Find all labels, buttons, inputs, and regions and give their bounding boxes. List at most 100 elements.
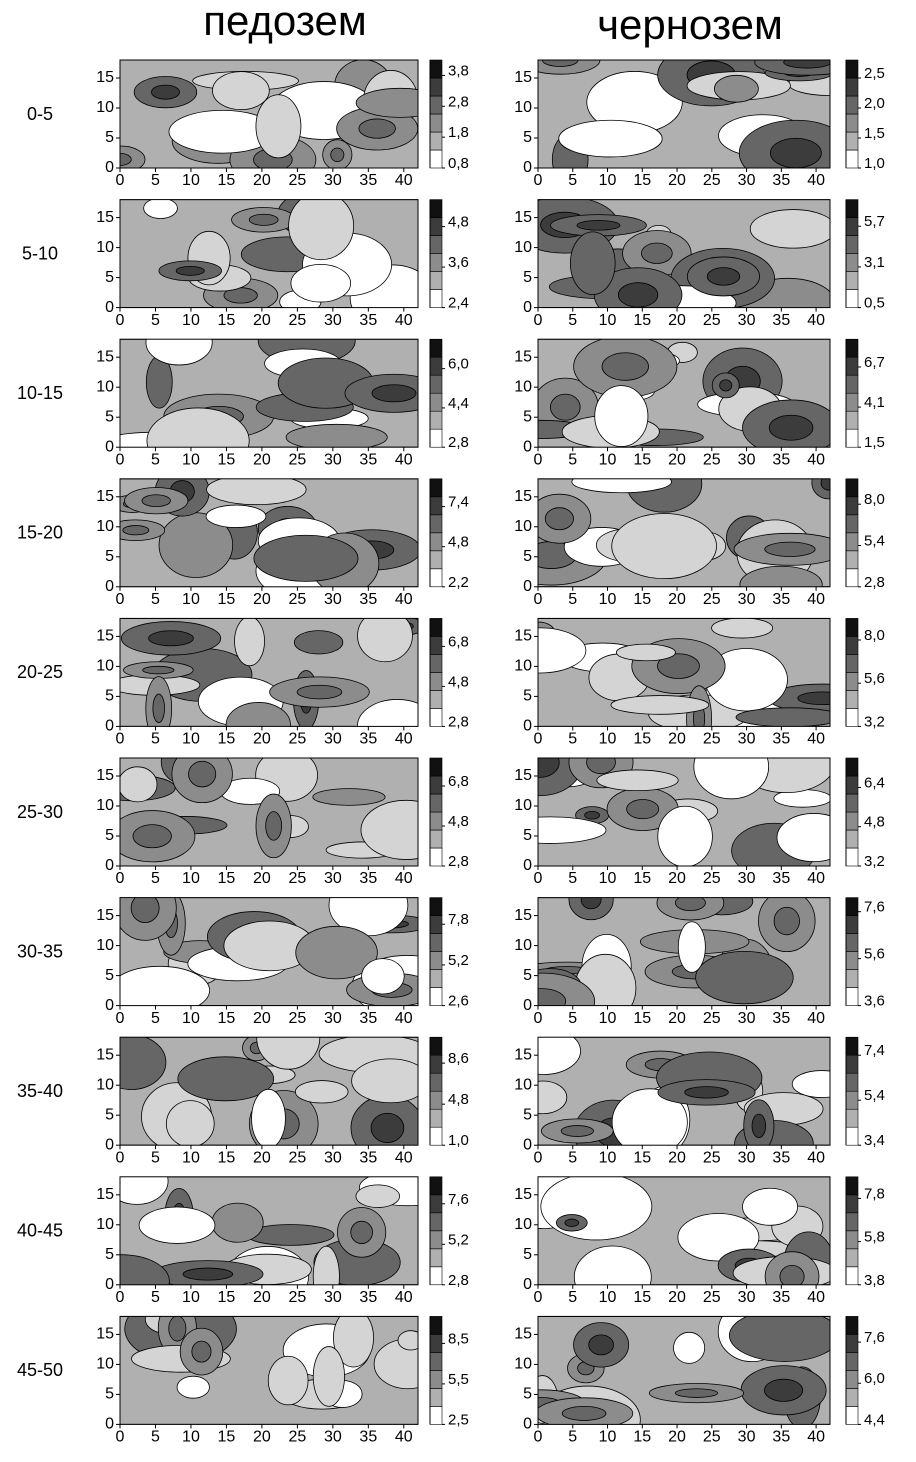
x-tick-label: 10 bbox=[599, 1149, 617, 1166]
colorbar-tick-label: 3,1 bbox=[864, 254, 885, 271]
plot-frame bbox=[537, 757, 831, 867]
x-tick-label: 15 bbox=[633, 591, 651, 608]
x-tick-label: 25 bbox=[288, 1010, 306, 1027]
x-tick-label: 25 bbox=[703, 870, 721, 887]
colorbar-band bbox=[429, 1266, 443, 1286]
contour-region bbox=[719, 379, 733, 392]
colorbar-band bbox=[845, 1406, 859, 1425]
contour-panel: 0 5 10 15 20 25 30 35 40 0 5 10 15 2,5 5,5 8,5 bbox=[96, 1315, 469, 1446]
colorbar-tick-label: 6,4 bbox=[864, 774, 885, 791]
y-tick-label: 0 bbox=[105, 997, 114, 1014]
y-tick-label: 0 bbox=[105, 1276, 114, 1293]
x-tick-label: 10 bbox=[182, 312, 200, 329]
x-tick-label: 30 bbox=[324, 451, 342, 468]
contour-region bbox=[120, 1176, 169, 1205]
x-tick-label: 25 bbox=[703, 312, 721, 329]
y-tick-label: 10 bbox=[96, 658, 114, 675]
y-tick-label: 15 bbox=[514, 628, 532, 645]
colorbar-band bbox=[429, 392, 443, 412]
x-tick-label: 5 bbox=[568, 172, 577, 189]
x-tick-label: 0 bbox=[534, 731, 543, 748]
colorbar-tick-label: 1,5 bbox=[864, 125, 885, 142]
colorbar-band bbox=[845, 1334, 859, 1353]
contour-region bbox=[693, 758, 770, 800]
plot-frame bbox=[537, 59, 831, 169]
colorbar-band bbox=[845, 933, 859, 952]
x-tick-label: 10 bbox=[599, 591, 617, 608]
x-tick-label: 5 bbox=[568, 1010, 577, 1027]
column-title: педозем bbox=[203, 0, 367, 44]
colorbar-band bbox=[845, 374, 859, 394]
contour-region bbox=[361, 958, 405, 995]
x-tick-label: 30 bbox=[324, 1149, 342, 1166]
x-tick-label: 30 bbox=[324, 591, 342, 608]
x-tick-label: 30 bbox=[738, 731, 756, 748]
x-tick-label: 25 bbox=[703, 1289, 721, 1306]
contour-field bbox=[538, 1176, 830, 1285]
x-tick-label: 35 bbox=[359, 870, 377, 887]
x-tick-label: 35 bbox=[359, 1149, 377, 1166]
contour-panel: 0 5 10 15 20 25 30 35 40 0 5 10 15 0,5 3,1 5,7 bbox=[514, 199, 885, 329]
contour-panel: 0 5 10 15 20 25 30 35 40 0 5 10 15 1,0 1,5 2,0 2,5 bbox=[514, 59, 885, 189]
x-tick-label: 30 bbox=[738, 1010, 756, 1027]
contour-panel: 0 5 10 15 20 25 30 35 40 0 5 10 15 2,8 4,4 6,0 bbox=[96, 338, 469, 468]
colorbar-tick-label: 2,8 bbox=[448, 434, 469, 451]
colorbar-band bbox=[845, 514, 859, 534]
x-tick-label: 10 bbox=[599, 731, 617, 748]
x-tick-label: 0 bbox=[116, 172, 125, 189]
colorbar-band bbox=[845, 496, 859, 516]
contour-field bbox=[120, 199, 418, 308]
colorbar-band bbox=[429, 235, 443, 254]
colorbar-band bbox=[845, 1126, 859, 1146]
colorbar-band bbox=[845, 1230, 859, 1250]
x-tick-label: 10 bbox=[182, 451, 200, 468]
x-tick-label: 10 bbox=[182, 591, 200, 608]
colorbar-band bbox=[429, 654, 443, 673]
contour-panel: 0 5 10 15 20 25 30 35 40 0 5 10 15 3,2 5,6 8,0 bbox=[514, 617, 885, 748]
y-tick-label: 5 bbox=[523, 548, 532, 565]
colorbar-band bbox=[429, 636, 443, 655]
x-tick-label: 10 bbox=[599, 172, 617, 189]
contour-region bbox=[120, 965, 211, 1006]
x-tick-label: 10 bbox=[599, 1010, 617, 1027]
x-tick-label: 10 bbox=[182, 1289, 200, 1306]
x-tick-label: 20 bbox=[253, 870, 271, 887]
x-tick-label: 0 bbox=[534, 1429, 543, 1446]
x-tick-label: 40 bbox=[395, 591, 413, 608]
x-tick-label: 25 bbox=[288, 312, 306, 329]
colorbar-tick-label: 1,0 bbox=[448, 1132, 469, 1149]
colorbar-band bbox=[845, 987, 859, 1006]
contour-region bbox=[711, 618, 774, 639]
contour-region bbox=[588, 1334, 614, 1356]
contour-region bbox=[333, 1316, 374, 1368]
y-tick-label: 15 bbox=[96, 488, 114, 505]
colorbar-tick-label: 4,8 bbox=[448, 1091, 469, 1108]
contour-field bbox=[120, 897, 418, 1006]
contour-region bbox=[253, 534, 359, 582]
x-tick-label: 10 bbox=[599, 312, 617, 329]
x-tick-label: 20 bbox=[668, 312, 686, 329]
colorbar-band bbox=[845, 356, 859, 376]
plot-frame bbox=[119, 59, 419, 169]
plot-frame bbox=[537, 199, 831, 309]
contour-region bbox=[550, 393, 581, 421]
x-tick-label: 5 bbox=[151, 172, 160, 189]
x-tick-label: 0 bbox=[534, 451, 543, 468]
x-tick-label: 10 bbox=[182, 1429, 200, 1446]
colorbar-band bbox=[429, 1036, 443, 1056]
x-tick-label: 15 bbox=[633, 870, 651, 887]
x-tick-label: 10 bbox=[599, 1429, 617, 1446]
y-tick-label: 0 bbox=[523, 578, 532, 595]
contour-region bbox=[610, 695, 710, 715]
x-tick-label: 25 bbox=[288, 591, 306, 608]
contour-region bbox=[596, 769, 679, 792]
colorbar-band bbox=[429, 374, 443, 394]
plot-frame bbox=[119, 478, 419, 588]
x-tick-label: 40 bbox=[807, 591, 825, 608]
plot-frame bbox=[537, 897, 831, 1007]
contour-region bbox=[779, 1265, 805, 1285]
x-tick-label: 0 bbox=[116, 1429, 125, 1446]
contour-region bbox=[293, 630, 344, 655]
x-tick-label: 40 bbox=[807, 1149, 825, 1166]
contour-region bbox=[538, 1080, 568, 1115]
